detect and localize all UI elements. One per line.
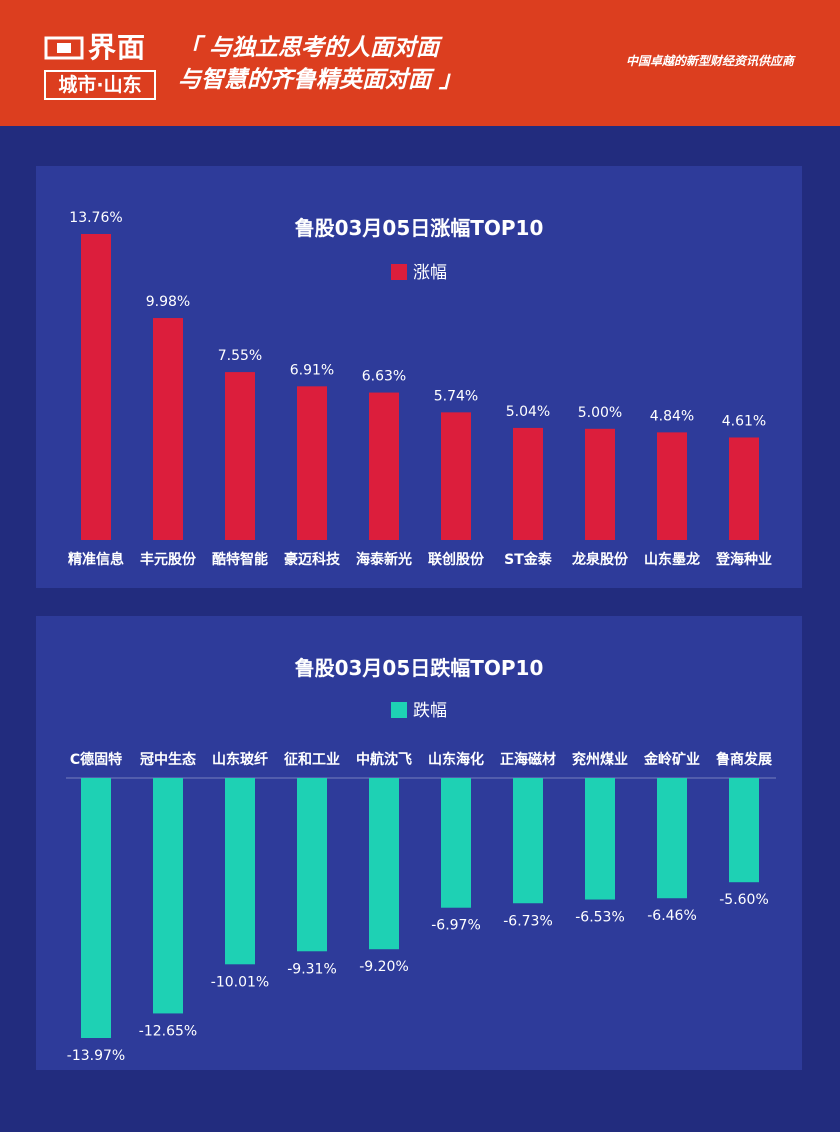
fall-data-label: -12.65% — [139, 1023, 197, 1039]
fall-bar — [513, 778, 543, 904]
fall-bar — [657, 778, 687, 899]
fall-data-label: -10.01% — [211, 974, 269, 990]
fall-category-label: 鲁商发展 — [715, 751, 772, 768]
rise-bar-chart: 13.76% 精准信息 9.98% 丰元股份 7.55% 酷特智能 6.91% 豪迈科技 6.6… — [68, 210, 772, 568]
rise-bar — [513, 427, 543, 540]
fall-bar — [297, 778, 327, 952]
fall-bar — [585, 778, 615, 900]
rise-legend-label: 涨幅 — [413, 263, 447, 283]
rise-data-label: 6.63% — [362, 369, 406, 385]
rise-category-label: ST金泰 — [504, 551, 553, 568]
rise-bar — [297, 386, 327, 540]
rise-category-label: 龙泉股份 — [571, 551, 629, 568]
rise-category-label: 山东墨龙 — [644, 551, 700, 568]
fall-category-label: 征和工业 — [284, 751, 340, 768]
slogan-line-2: 与智慧的齐鲁精英面对面 」 — [178, 67, 463, 93]
rise-bar — [369, 392, 399, 540]
rise-chart-panel: 鲁股03月05日涨幅TOP10 涨幅 13.76% 精准信息 9.98% 丰元股份 7.… — [36, 166, 802, 588]
rise-legend-swatch — [391, 264, 407, 280]
rise-data-label: 5.04% — [506, 404, 550, 420]
rise-category-label: 酷特智能 — [212, 551, 268, 568]
fall-category-label: 中航沈飞 — [356, 751, 412, 768]
rise-data-label: 5.74% — [434, 388, 478, 404]
rise-category-label: 海泰新光 — [356, 551, 412, 568]
fall-chart-legend: 跌幅 — [36, 696, 802, 721]
fall-bar — [81, 778, 111, 1038]
fall-bar — [153, 778, 183, 1014]
rise-chart-legend: 涨幅 — [36, 258, 802, 283]
fall-data-label: -9.20% — [359, 959, 409, 975]
fall-bar — [225, 778, 255, 965]
logo-name: 界面 — [88, 31, 147, 64]
fall-category-label: 山东海化 — [428, 751, 484, 768]
logo-subtitle: 城市·山东 — [44, 70, 156, 100]
rise-category-label: 登海种业 — [715, 551, 772, 568]
fall-bar-chart: -13.97% C德固特 -12.65% 冠中生态 -10.01% 山东玻纤 -9.31% 征… — [66, 751, 776, 1064]
rise-data-label: 7.55% — [218, 348, 262, 364]
fall-data-label: -6.53% — [575, 910, 625, 926]
logo-mark-icon — [44, 36, 84, 60]
tagline: 中国卓越的新型财经资讯供应商 — [625, 54, 794, 68]
header-banner: 界面 城市·山东 「 与独立思考的人面对面 与智慧的齐鲁精英面对面 」 中国卓越… — [0, 0, 840, 126]
fall-category-label: 正海磁材 — [500, 751, 556, 768]
fall-data-label: -6.73% — [503, 913, 553, 929]
rise-category-label: 精准信息 — [68, 551, 124, 568]
fall-bar — [729, 778, 759, 883]
fall-category-label: 金岭矿业 — [643, 751, 700, 768]
fall-data-label: -6.97% — [431, 918, 481, 934]
rise-bar — [81, 234, 111, 540]
fall-category-label: 冠中生态 — [140, 751, 196, 768]
rise-data-label: 9.98% — [146, 294, 190, 310]
rise-bar — [585, 428, 615, 540]
rise-bar — [153, 318, 183, 540]
fall-category-label: 兖州煤业 — [572, 751, 628, 768]
fall-legend-label: 跌幅 — [413, 701, 447, 721]
rise-bar — [657, 432, 687, 540]
rise-data-label: 6.91% — [290, 362, 334, 378]
rise-data-label: 4.61% — [722, 413, 766, 429]
slogan: 「 与独立思考的人面对面 与智慧的齐鲁精英面对面 」 — [178, 32, 462, 96]
rise-category-label: 豪迈科技 — [284, 551, 341, 568]
rise-category-label: 联创股份 — [428, 551, 485, 568]
fall-data-label: -13.97% — [67, 1048, 125, 1064]
fall-category-label: 山东玻纤 — [212, 751, 268, 768]
rise-category-label: 丰元股份 — [140, 551, 197, 568]
rise-chart-title: 鲁股03月05日涨幅TOP10 — [294, 216, 544, 240]
fall-chart-title: 鲁股03月05日跌幅TOP10 — [294, 656, 544, 680]
fall-data-label: -6.46% — [647, 908, 697, 924]
fall-category-label: C德固特 — [70, 751, 122, 768]
rise-bar — [441, 412, 471, 540]
fall-chart-panel: 鲁股03月05日跌幅TOP10 跌幅 -13.97% C德固特 -12.65% 冠中生… — [36, 616, 802, 1070]
fall-bar — [441, 778, 471, 908]
brand-logo: 界面 城市·山东 — [44, 30, 158, 102]
rise-data-label: 4.84% — [650, 408, 694, 424]
fall-data-label: -5.60% — [719, 892, 769, 908]
fall-data-label: -9.31% — [287, 961, 337, 977]
fall-bar — [369, 778, 399, 950]
rise-data-label: 5.00% — [578, 405, 622, 421]
slogan-line-1: 「 与独立思考的人面对面 — [178, 35, 440, 61]
fall-legend-swatch — [391, 702, 407, 718]
rise-data-label: 13.76% — [69, 210, 122, 226]
rise-bar — [225, 372, 255, 540]
rise-bar — [729, 437, 759, 540]
